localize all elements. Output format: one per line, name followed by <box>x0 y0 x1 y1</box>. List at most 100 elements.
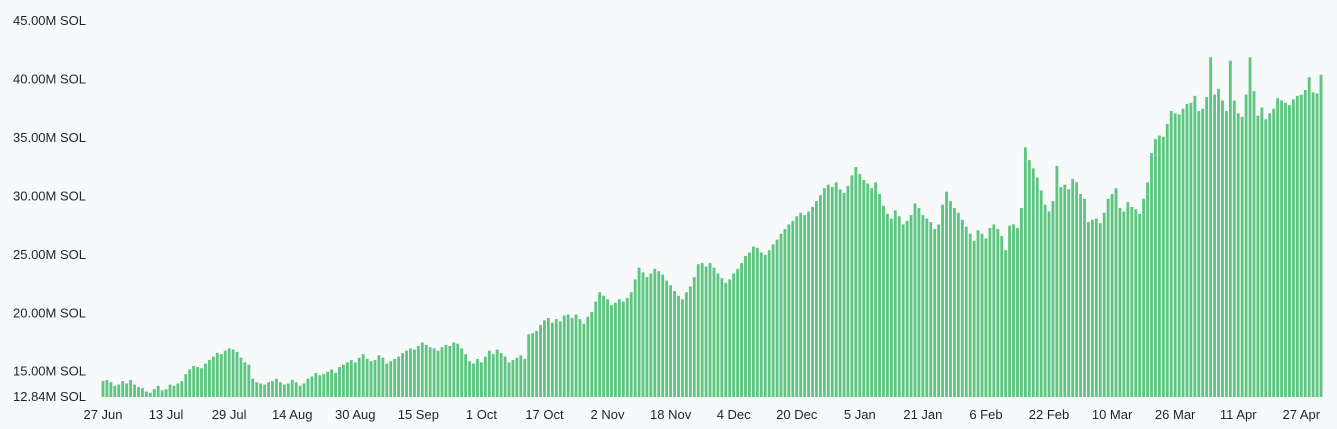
bar[interactable] <box>1094 218 1098 397</box>
bar[interactable] <box>692 277 696 397</box>
bar[interactable] <box>1039 190 1043 397</box>
bar[interactable] <box>550 322 554 397</box>
bar[interactable] <box>1268 113 1272 398</box>
bar[interactable] <box>1142 198 1146 397</box>
bar[interactable] <box>846 185 850 397</box>
bar[interactable] <box>251 378 255 397</box>
bar[interactable] <box>290 379 294 397</box>
bar[interactable] <box>1256 115 1260 397</box>
bar[interactable] <box>180 381 184 397</box>
bar[interactable] <box>1008 225 1012 397</box>
bar[interactable] <box>1185 104 1189 397</box>
bar[interactable] <box>582 323 586 397</box>
bar[interactable] <box>483 356 487 397</box>
bar[interactable] <box>811 206 814 397</box>
bar[interactable] <box>1288 105 1291 398</box>
bar[interactable] <box>353 362 357 397</box>
bar[interactable] <box>558 321 562 397</box>
bar[interactable] <box>428 347 432 397</box>
bar[interactable] <box>235 351 239 397</box>
bar[interactable] <box>830 187 834 397</box>
bar[interactable] <box>850 175 854 397</box>
bar[interactable] <box>629 292 633 397</box>
bar[interactable] <box>1169 111 1173 398</box>
bar[interactable] <box>172 385 176 397</box>
bar[interactable] <box>1295 95 1299 397</box>
bar[interactable] <box>1244 94 1248 397</box>
bar[interactable] <box>275 378 278 397</box>
bar[interactable] <box>854 167 858 397</box>
bar[interactable] <box>1264 119 1268 398</box>
bar[interactable] <box>215 353 219 397</box>
bar[interactable] <box>838 189 842 397</box>
bar[interactable] <box>405 350 408 397</box>
bar[interactable] <box>547 317 550 397</box>
bar[interactable] <box>409 348 412 397</box>
bar[interactable] <box>921 215 925 397</box>
bar[interactable] <box>909 215 913 397</box>
bar[interactable] <box>988 227 992 397</box>
bar[interactable] <box>755 247 759 397</box>
bar[interactable] <box>874 182 877 397</box>
bar[interactable] <box>799 212 803 397</box>
bar[interactable] <box>495 349 499 397</box>
bar[interactable] <box>803 215 807 397</box>
bar[interactable] <box>148 392 152 397</box>
bar[interactable] <box>487 350 491 397</box>
bar[interactable] <box>1315 93 1319 398</box>
bar[interactable] <box>133 384 136 397</box>
bar[interactable] <box>1276 98 1280 397</box>
bar[interactable] <box>416 346 420 397</box>
bar[interactable] <box>271 381 274 397</box>
bar[interactable] <box>1075 182 1079 397</box>
bar[interactable] <box>1087 222 1090 397</box>
bar[interactable] <box>113 385 117 397</box>
bar[interactable] <box>700 263 704 397</box>
bar[interactable] <box>440 347 444 397</box>
bar[interactable] <box>1248 57 1252 398</box>
bar[interactable] <box>527 334 531 397</box>
bar[interactable] <box>160 390 164 397</box>
bar[interactable] <box>929 222 933 397</box>
bar[interactable] <box>204 363 207 397</box>
bar[interactable] <box>673 291 676 397</box>
bar[interactable] <box>121 381 125 397</box>
bar[interactable] <box>822 188 826 397</box>
bar[interactable] <box>586 316 590 397</box>
bar[interactable] <box>1291 99 1295 397</box>
bar[interactable] <box>156 385 160 397</box>
bar[interactable] <box>219 354 223 397</box>
bar[interactable] <box>1004 250 1008 397</box>
bar[interactable] <box>464 354 468 397</box>
bar[interactable] <box>708 263 712 397</box>
bar[interactable] <box>200 368 203 397</box>
bar[interactable] <box>397 356 401 397</box>
bar[interactable] <box>176 383 180 397</box>
bar[interactable] <box>866 183 870 397</box>
bar[interactable] <box>152 389 156 397</box>
bar[interactable] <box>424 344 428 397</box>
bar[interactable] <box>184 374 188 397</box>
bar[interactable] <box>1146 182 1149 397</box>
bar[interactable] <box>984 238 988 397</box>
bar[interactable] <box>621 301 625 397</box>
bar[interactable] <box>1067 189 1071 397</box>
bar[interactable] <box>342 364 345 397</box>
bar[interactable] <box>1126 202 1130 397</box>
bar[interactable] <box>196 367 200 397</box>
bar[interactable] <box>893 210 897 397</box>
bar[interactable] <box>1150 153 1153 397</box>
bar[interactable] <box>1035 177 1039 397</box>
bar[interactable] <box>164 389 168 397</box>
bar[interactable] <box>1102 212 1106 397</box>
bar[interactable] <box>842 192 846 397</box>
bar[interactable] <box>602 295 606 397</box>
bar[interactable] <box>255 382 259 397</box>
bar[interactable] <box>945 191 948 397</box>
bar[interactable] <box>1114 188 1118 397</box>
bar[interactable] <box>141 388 144 397</box>
bar[interactable] <box>168 384 172 397</box>
bar[interactable] <box>980 233 984 397</box>
bar[interactable] <box>661 274 665 397</box>
bar[interactable] <box>870 188 874 397</box>
